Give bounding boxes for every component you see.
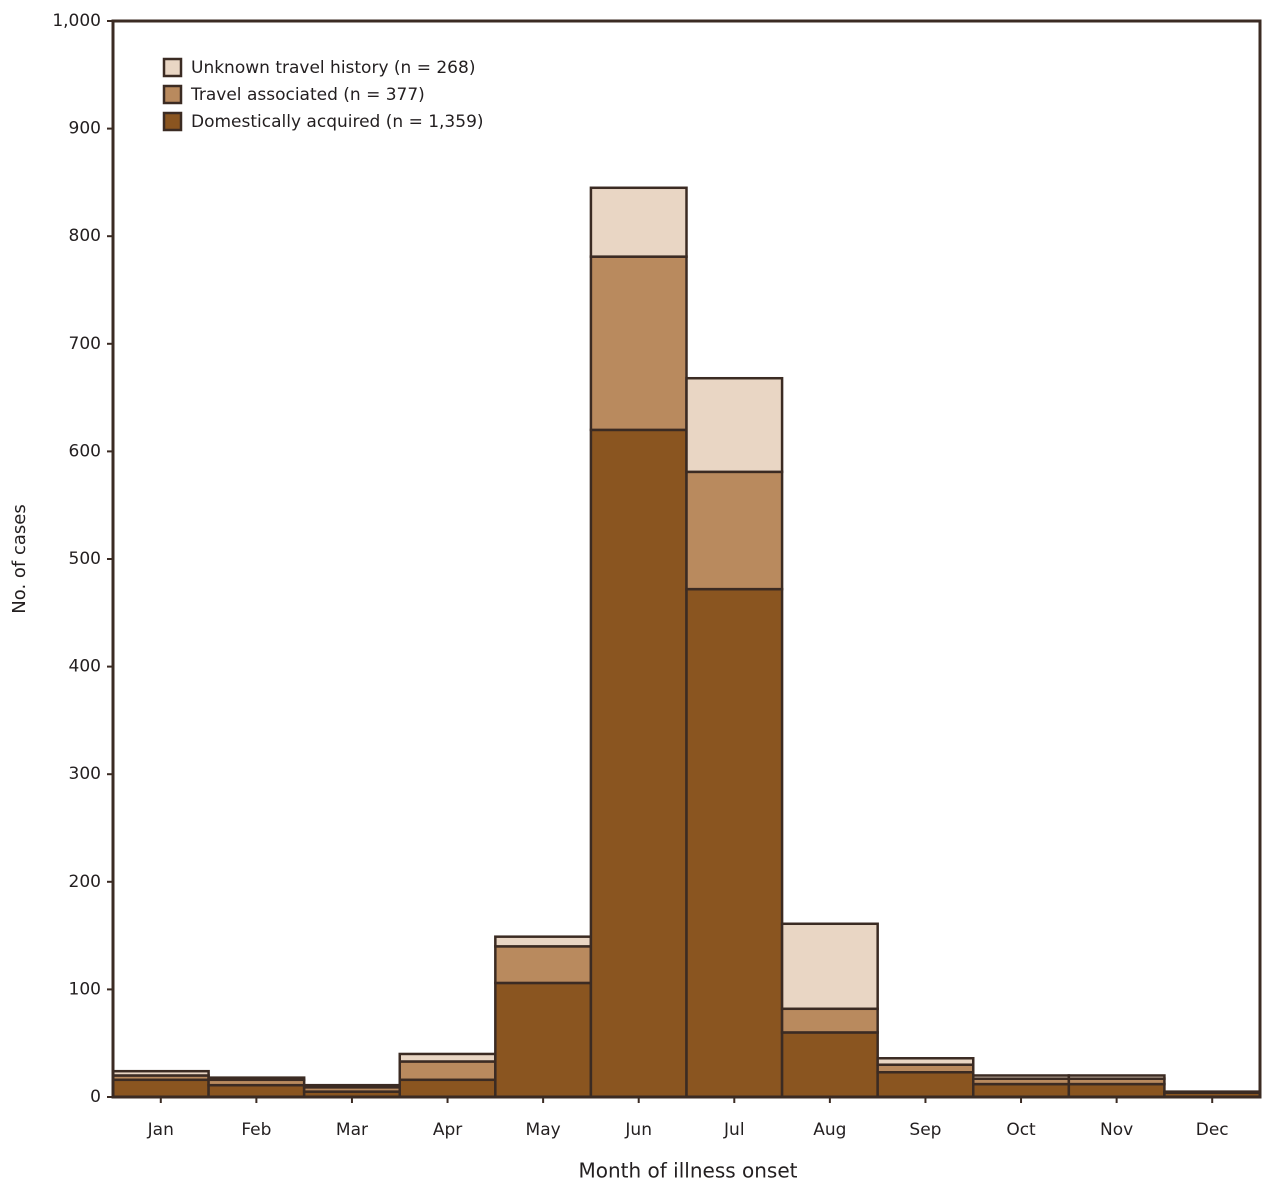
x-tick-label: Aug bbox=[813, 1120, 846, 1140]
bar-segment bbox=[685, 587, 784, 1099]
y-tick-label: 200 bbox=[69, 872, 101, 892]
x-tick-label: May bbox=[526, 1120, 561, 1140]
x-tick-label: Mar bbox=[336, 1120, 368, 1140]
legend-swatch bbox=[162, 111, 183, 132]
bar-segment bbox=[589, 255, 688, 432]
plot-frame bbox=[111, 19, 1262, 1099]
y-tick-label: 400 bbox=[69, 657, 101, 677]
y-tick-label: 500 bbox=[69, 549, 101, 569]
bar-segment bbox=[398, 1060, 497, 1082]
bar-segment bbox=[494, 935, 593, 948]
bar-segment bbox=[589, 428, 688, 1099]
x-tick-label: Apr bbox=[433, 1120, 462, 1140]
bar-segment bbox=[398, 1078, 497, 1099]
y-tick-label: 100 bbox=[69, 979, 101, 999]
y-axis-label: No. of cases bbox=[9, 504, 30, 613]
bar-segment bbox=[972, 1082, 1071, 1099]
bar-segment bbox=[876, 1057, 975, 1066]
x-tick-label: Sep bbox=[909, 1120, 941, 1140]
bar-segment bbox=[780, 1007, 879, 1034]
legend-swatch bbox=[162, 57, 183, 78]
y-tick-label: 1,000 bbox=[52, 11, 101, 31]
x-tick-label: Jan bbox=[147, 1120, 174, 1140]
legend-swatch bbox=[162, 84, 183, 105]
bar-segment bbox=[111, 1069, 210, 1077]
y-tick-label: 700 bbox=[69, 334, 101, 354]
bar-segment bbox=[685, 470, 784, 591]
y-tick-label: 600 bbox=[69, 441, 101, 461]
x-tick-label: Oct bbox=[1006, 1120, 1036, 1140]
bar-segment bbox=[1067, 1082, 1166, 1099]
bar-segment bbox=[494, 945, 593, 985]
bar-segment bbox=[207, 1076, 306, 1082]
bar-segment bbox=[398, 1052, 497, 1063]
x-tick-label: Nov bbox=[1100, 1120, 1133, 1140]
bar-segment bbox=[207, 1083, 306, 1099]
x-tick-label: Feb bbox=[241, 1120, 271, 1140]
bar-segment bbox=[302, 1083, 401, 1089]
y-tick-label: 300 bbox=[69, 764, 101, 784]
bar-segment bbox=[1163, 1090, 1262, 1094]
y-tick-label: 800 bbox=[69, 226, 101, 246]
bar-segment bbox=[589, 186, 688, 258]
bar-segment bbox=[876, 1071, 975, 1099]
x-axis-label: Month of illness onset bbox=[578, 1159, 797, 1183]
legend-label: Unknown travel history (n = 268) bbox=[191, 58, 475, 78]
bar-segment bbox=[685, 376, 784, 474]
bar-segment bbox=[780, 922, 879, 1011]
x-tick-label: Jul bbox=[723, 1120, 745, 1140]
legend-label: Travel associated (n = 377) bbox=[190, 85, 425, 105]
y-tick-label: 900 bbox=[69, 119, 101, 139]
bar-segment bbox=[972, 1074, 1071, 1080]
bar-segment bbox=[780, 1031, 879, 1099]
x-tick-label: Dec bbox=[1196, 1120, 1229, 1140]
bar-segment bbox=[1067, 1074, 1166, 1080]
bar-segment bbox=[111, 1078, 210, 1099]
bar-segment bbox=[494, 981, 593, 1099]
legend-label: Domestically acquired (n = 1,359) bbox=[191, 112, 484, 132]
x-tick-label: Jun bbox=[624, 1120, 652, 1140]
y-tick-label: 0 bbox=[90, 1087, 101, 1107]
